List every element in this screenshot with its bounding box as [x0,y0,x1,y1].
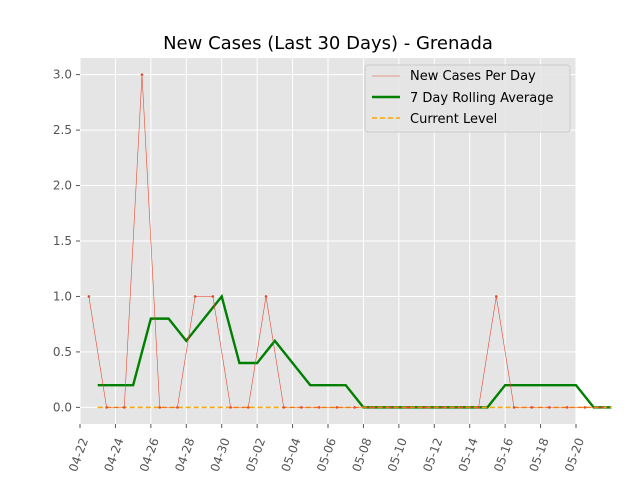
x-tick-label: 05-02 [243,436,268,474]
new-cases-point [176,406,179,409]
x-tick-label: 04-22 [66,436,91,474]
new-cases-point [264,295,268,298]
x-tick-labels: 04-22 04-24 04-26 04-28 04-30 05-02 05-04 05-06… [66,424,587,474]
x-tick-label: 04-26 [137,436,162,474]
legend: New Cases Per Day 7 Day Rolling Average … [364,64,571,133]
legend-label-current-level: Current Level [410,112,497,127]
new-cases-point [140,73,144,76]
x-tick-label: 05-06 [314,436,339,474]
y-tick-label: 2.0 [53,179,72,193]
new-cases-point [459,406,463,409]
new-cases-point [193,295,197,298]
new-cases-point [530,406,534,409]
x-tick-label: 04-28 [172,436,197,474]
y-tick-label: 0.0 [53,400,72,414]
new-cases-point [105,406,108,409]
y-tick-label: 1.0 [53,289,72,303]
series-layer [87,73,612,409]
chart-title: New Cases (Last 30 Days) - Grenada [163,33,493,54]
new-cases-point [370,406,374,409]
y-tick-label: 0.5 [53,345,72,359]
new-cases-point [424,406,427,409]
x-tick-label: 05-08 [349,436,374,474]
y-tick-label: 3.0 [53,68,72,82]
x-tick-label: 05-20 [562,436,587,474]
new-cases-point [548,406,551,409]
x-tick-label: 05-18 [527,436,552,474]
new-cases-point [300,406,303,409]
new-cases-point [158,406,162,409]
new-cases-point [211,295,215,298]
new-cases-point [477,406,480,409]
x-tick-label: 04-30 [208,436,233,474]
legend-label-new-cases: New Cases Per Day [410,69,536,84]
new-cases-point [246,406,250,409]
x-tick-label: 05-16 [491,436,516,474]
y-tick-label: 2.5 [53,123,72,137]
y-tick-labels: 0.0 0.5 1.0 1.5 2.0 2.5 3.0 [53,68,80,414]
new-cases-point [87,295,91,298]
legend-box [364,64,571,133]
new-cases-point [565,406,569,409]
new-cases-point [441,406,445,409]
series-new-cases-line [88,74,603,408]
series-rolling-average-line [97,293,612,409]
y-tick-label: 1.5 [53,234,72,248]
new-cases-point [122,406,126,409]
new-cases-point [282,406,286,409]
x-tick-label: 05-10 [385,436,410,474]
legend-label-rolling-average: 7 Day Rolling Average [410,91,553,106]
x-tick-label: 05-14 [456,436,481,474]
new-cases-point [353,406,356,409]
x-tick-label: 05-12 [420,436,445,474]
new-cases-point [583,406,587,409]
new-cases-point [229,406,232,409]
x-tick-label: 04-24 [101,436,126,474]
new-cases-point [335,406,339,409]
new-cases-point [406,406,410,409]
new-cases-point [494,295,498,298]
new-cases-point [388,406,392,409]
new-cases-point [512,406,516,409]
new-cases-point [601,406,604,409]
x-tick-label: 05-04 [279,436,304,474]
new-cases-point [317,406,321,409]
